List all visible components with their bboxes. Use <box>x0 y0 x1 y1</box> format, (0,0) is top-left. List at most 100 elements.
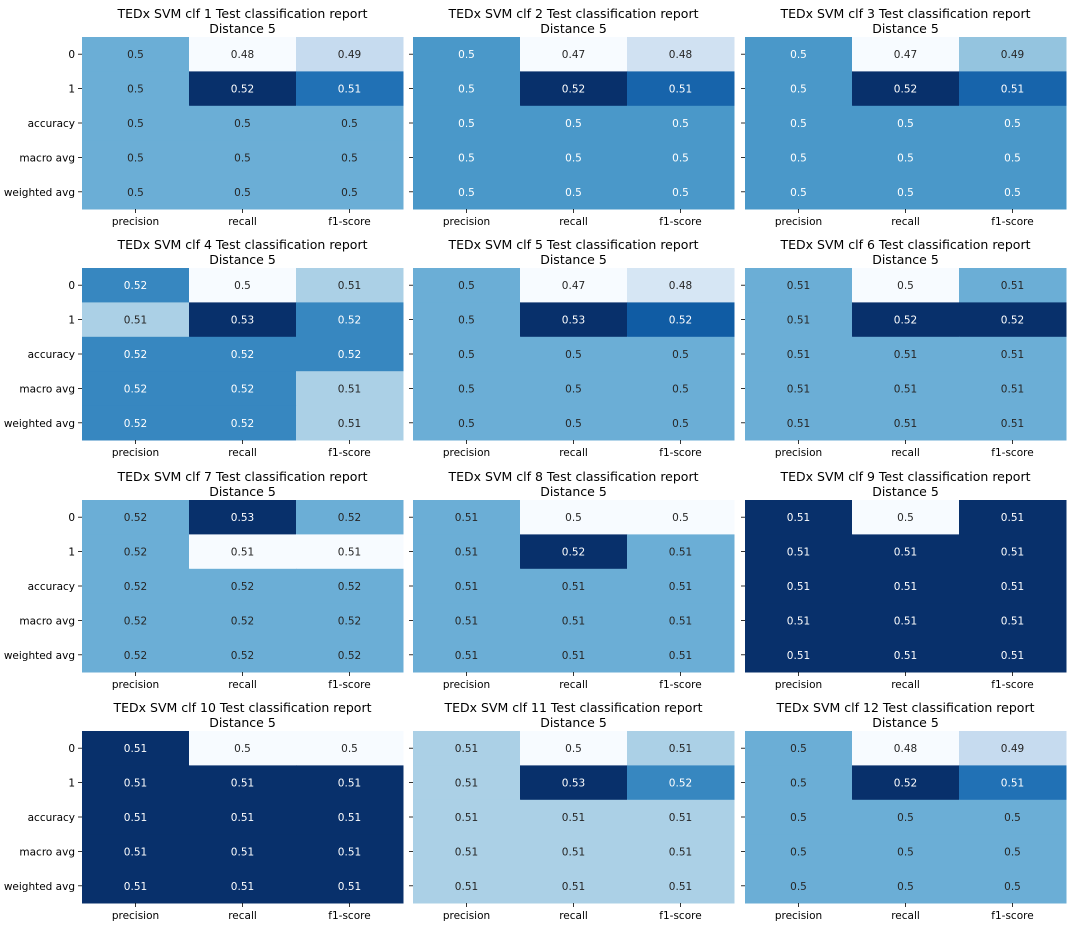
heatmap-cell <box>189 405 297 441</box>
heatmap-cell <box>627 868 735 904</box>
heatmap-cell <box>413 105 521 141</box>
cell-value-label: 0.52 <box>124 349 147 361</box>
heatmap-cell <box>296 336 404 372</box>
heatmap-cell <box>520 500 628 535</box>
y-tick-label: 0 <box>68 743 75 755</box>
heatmap-cell <box>745 371 853 407</box>
cell-value-label: 0.51 <box>669 615 692 627</box>
heatmap-cell <box>189 105 297 141</box>
heatmap-cell <box>852 140 960 176</box>
x-tick-label: precision <box>112 679 159 691</box>
heatmap-cell <box>82 37 190 72</box>
y-tick-label: 0 <box>68 512 75 524</box>
heatmap-cell <box>627 71 735 107</box>
heatmap-cell <box>520 268 628 303</box>
heatmap-cell <box>959 603 1067 639</box>
heatmap-cell <box>520 336 628 372</box>
y-tick-label: weighted avg <box>4 418 75 430</box>
x-tick-label: precision <box>775 216 822 228</box>
heatmap-cell <box>413 731 521 766</box>
cell-value-label: 0.51 <box>787 547 810 559</box>
x-tick-label: precision <box>443 679 490 691</box>
cell-value-label: 0.5 <box>458 349 475 361</box>
heatmap-cell <box>627 268 735 303</box>
cell-value-label: 0.53 <box>562 315 585 327</box>
x-tick-label: precision <box>775 910 822 922</box>
x-tick-label: f1-score <box>328 910 370 922</box>
heatmap-cell <box>627 336 735 372</box>
cell-value-label: 0.51 <box>338 280 361 292</box>
cell-value-label: 0.5 <box>1004 152 1021 164</box>
panel-subtitle: Distance 5 <box>540 252 607 267</box>
heatmap-cell <box>959 534 1067 570</box>
heatmap-cell <box>189 568 297 604</box>
heatmap-cell <box>627 105 735 141</box>
panel-subtitle: Distance 5 <box>872 715 939 730</box>
heatmap-cell <box>959 71 1067 107</box>
heatmap-cell <box>189 174 297 210</box>
heatmap-cell <box>413 174 521 210</box>
heatmap-cell <box>189 731 297 766</box>
cell-value-label: 0.51 <box>1001 418 1024 430</box>
heatmap-cell <box>296 405 404 441</box>
heatmap-cell <box>82 268 190 303</box>
y-tick-label: macro avg <box>19 152 75 164</box>
heatmap-cell <box>852 868 960 904</box>
heatmap-cell <box>852 336 960 372</box>
cell-value-label: 0.48 <box>894 743 917 755</box>
cell-value-label: 0.5 <box>672 152 689 164</box>
heatmap-cell <box>627 371 735 407</box>
heatmap-cell <box>852 637 960 673</box>
heatmap-cell <box>413 140 521 176</box>
cell-value-label: 0.5 <box>127 49 144 61</box>
y-tick-label: 0 <box>68 280 75 292</box>
cell-value-label: 0.53 <box>231 315 254 327</box>
heatmap-cell <box>959 37 1067 72</box>
cell-value-label: 0.5 <box>458 118 475 130</box>
heatmap-cell <box>189 336 297 372</box>
cell-value-label: 0.51 <box>1001 512 1024 524</box>
heatmap-cell <box>852 71 960 107</box>
cell-value-label: 0.51 <box>455 743 478 755</box>
panel-title: TEDx SVM clf 4 Test classification repor… <box>116 237 367 252</box>
panel-subtitle: Distance 5 <box>209 484 276 499</box>
cell-value-label: 0.52 <box>124 512 147 524</box>
heatmap-cell <box>745 868 853 904</box>
heatmap-cell <box>745 105 853 141</box>
cell-value-label: 0.5 <box>897 881 914 893</box>
heatmap-cell <box>627 534 735 570</box>
cell-value-label: 0.52 <box>894 84 917 96</box>
x-tick-label: precision <box>443 216 490 228</box>
heatmap-cell <box>413 568 521 604</box>
panel-subtitle: Distance 5 <box>872 484 939 499</box>
heatmap-cell <box>296 371 404 407</box>
heatmap-panel-11: TEDx SVM clf 11 Test classification repo… <box>409 700 735 922</box>
heatmap-cell <box>520 799 628 835</box>
heatmap-cell <box>520 140 628 176</box>
cell-value-label: 0.49 <box>1001 49 1024 61</box>
heatmap-cell <box>189 637 297 673</box>
heatmap-cell <box>189 371 297 407</box>
x-tick-label: precision <box>775 447 822 459</box>
panel-subtitle: Distance 5 <box>872 21 939 36</box>
cell-value-label: 0.5 <box>897 187 914 199</box>
cell-value-label: 0.5 <box>897 118 914 130</box>
cell-value-label: 0.51 <box>124 812 147 824</box>
heatmap-cell <box>413 868 521 904</box>
cell-value-label: 0.51 <box>562 650 585 662</box>
cell-value-label: 0.5 <box>458 187 475 199</box>
panel-subtitle: Distance 5 <box>540 21 607 36</box>
heatmap-cell <box>189 500 297 535</box>
panel-subtitle: Distance 5 <box>209 21 276 36</box>
heatmap-cell <box>745 603 853 639</box>
cell-value-label: 0.51 <box>562 881 585 893</box>
cell-value-label: 0.52 <box>338 315 361 327</box>
cell-value-label: 0.51 <box>1001 280 1024 292</box>
heatmap-cell <box>745 37 853 72</box>
panel-subtitle: Distance 5 <box>540 484 607 499</box>
heatmap-cell <box>520 371 628 407</box>
y-tick-label: macro avg <box>19 846 75 858</box>
heatmap-cell <box>296 834 404 870</box>
heatmap-cell <box>82 534 190 570</box>
